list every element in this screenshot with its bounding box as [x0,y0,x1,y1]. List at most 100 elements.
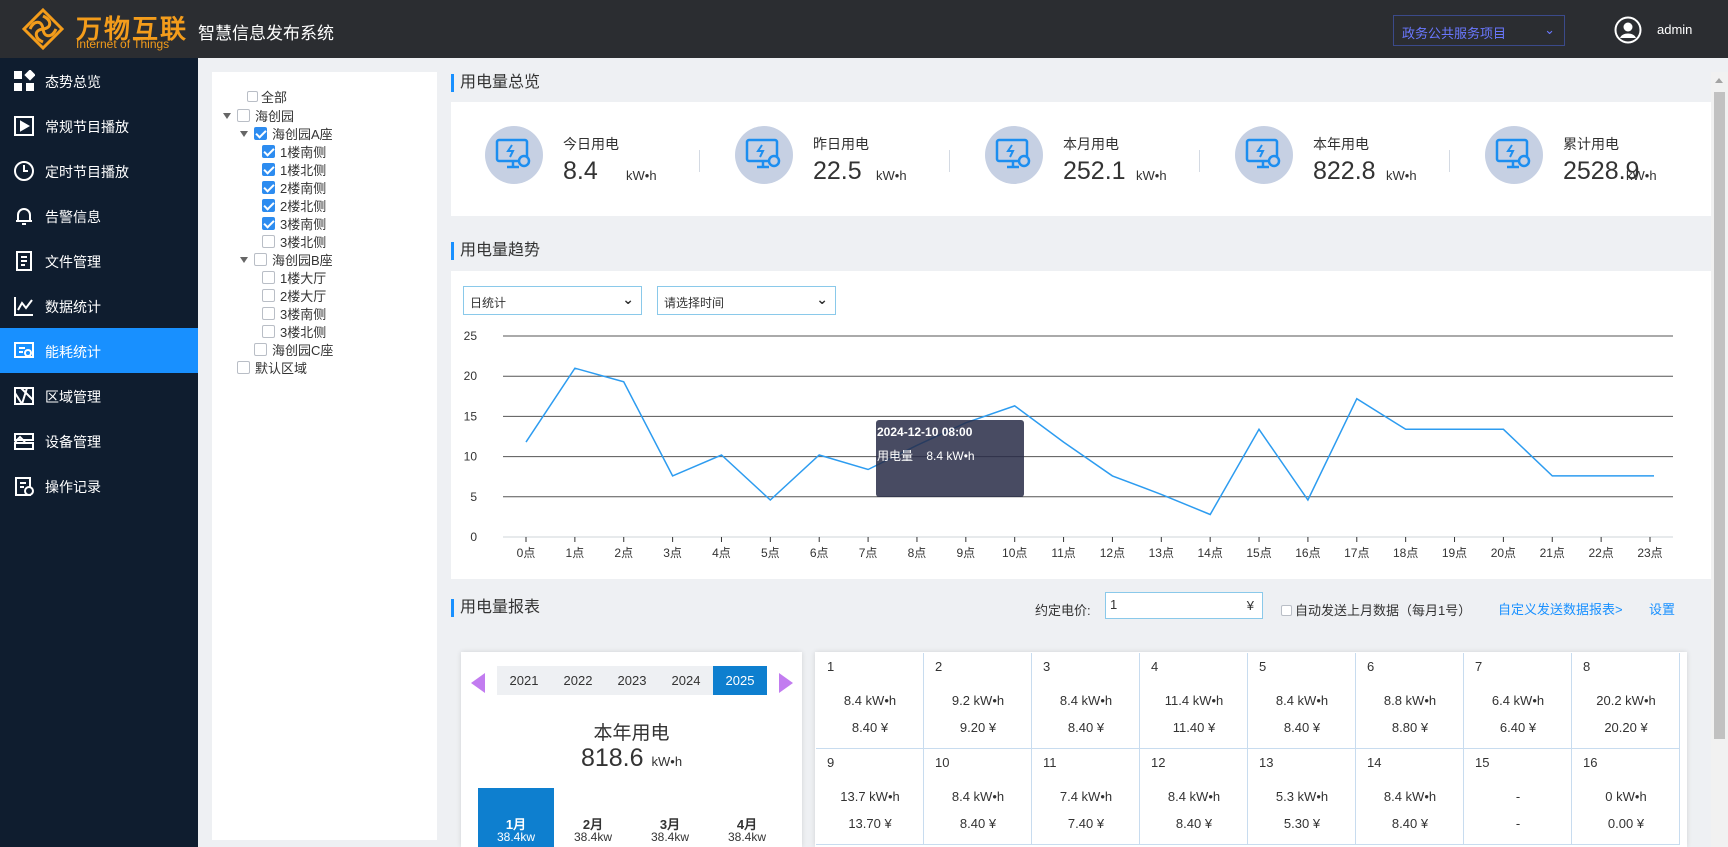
checkbox[interactable] [262,163,275,176]
sidebar-item-logs[interactable]: 操作记录 [0,463,198,508]
sidebar-item-alerts[interactable]: 告警信息 [0,193,198,238]
checkbox[interactable] [262,289,275,302]
year-tab[interactable]: 2024 [671,673,701,688]
sidebar-item-label: 告警信息 [45,209,101,225]
scroll-up-icon[interactable] [1715,78,1723,83]
sidebar-item-data-stats[interactable]: 数据统计 [0,283,198,328]
stat-card: 今日用电 8.4 kW•h [451,102,696,202]
checkbox[interactable] [254,343,267,356]
sidebar-item-regular-play[interactable]: 常规节目播放 [0,103,198,148]
day-cost: 0.00 ¥ [1607,816,1645,831]
day-usage: 8.4 kW•h [843,693,897,708]
year-usage-value: 818.6 [580,744,644,772]
checkbox[interactable] [262,271,275,284]
trend-line-chart: 0 5 10 15 20 25 0点 1点 2点 3点 4点 5点 6点 7点 8点 9点 10点 11点 12点 1… [464,329,1673,560]
sidebar-item-overview[interactable]: 态势总览 [0,58,198,103]
x-tick-label: 16点 [1295,546,1320,560]
year-tab[interactable]: 2023 [617,673,647,688]
stat-card: 本年用电 822.8 kW•h [1201,102,1446,202]
tree-expand-icon[interactable] [240,131,248,137]
checkbox[interactable] [262,145,275,158]
month-tab[interactable]: 2月 38.4kw [555,788,631,847]
tree-expand-icon[interactable] [223,113,231,119]
stat-label: 昨日用电 [813,136,869,152]
checkbox[interactable] [262,199,275,212]
tooltip-row: 用电量 8.4 kW•h [877,447,1023,469]
x-tick-label: 21点 [1540,546,1565,560]
stat-unit: kW•h [876,168,907,183]
time-select[interactable]: 请选择时间 ⌄ [657,286,836,315]
sidebar-item-timed-play[interactable]: 定时节目播放 [0,148,198,193]
auto-send-label: 自动发送上月数据（每月1号） [1295,603,1472,618]
day-cost: 8.40 ¥ [851,720,889,735]
logo-icon [22,8,64,50]
chevron-up-icon[interactable] [13,432,27,446]
year-summary-card: 2021 2022 2023 2024 2025 本年用电 818.6 kW•h 1月 38… [461,652,802,847]
month-tab[interactable]: 3月 38.4kw [632,788,708,847]
monitor-bolt-icon [985,126,1043,184]
y-tick-label: 20 [464,369,478,383]
stat-card: 本月用电 252.1 kW•h [951,102,1196,202]
checkbox[interactable] [262,325,275,338]
sidebar-item-energy-stats[interactable]: 能耗统计 [0,328,198,373]
checkbox[interactable] [254,127,267,140]
scrollbar-thumb[interactable] [1714,92,1725,739]
x-tick-label: 2点 [614,546,633,560]
stat-divider [949,150,950,172]
username[interactable]: admin [1657,22,1693,37]
day-number: 5 [1259,659,1267,674]
chevron-down-icon: ⌄ [622,291,634,307]
x-tick-label: 3点 [663,546,682,560]
checkbox[interactable] [237,109,250,122]
month-label: 2月 [582,817,604,832]
next-year-icon[interactable] [779,673,793,693]
checkbox[interactable] [1281,605,1292,616]
price-input[interactable]: 1 ¥ [1105,592,1263,619]
month-tab[interactable]: 1月 38.4kw [478,788,554,847]
sidebar-item-regions[interactable]: 区域管理 [0,373,198,418]
sidebar-item-label: 操作记录 [45,479,101,495]
auto-send-option[interactable]: 自动发送上月数据（每月1号） [1281,600,1471,619]
project-select[interactable]: 政务公共服务项目 ⌄ [1393,15,1565,46]
custom-report-link[interactable]: 自定义发送数据报表> [1498,602,1623,617]
day-number: 11 [1043,755,1057,770]
day-usage: 8.8 kW•h [1383,693,1437,708]
page-scrollbar[interactable] [1711,72,1728,847]
settings-link[interactable]: 设置 [1649,602,1676,617]
year-tab[interactable]: 2022 [563,673,593,688]
x-tick-label: 1点 [566,546,585,560]
tree-label: 海创园 [255,109,295,124]
day-cell: 2 9.2 kW•h 9.20 ¥ [924,653,1032,749]
month-tab[interactable]: 4月 38.4kw [709,788,785,847]
prev-year-icon[interactable] [471,673,485,693]
user-avatar-icon[interactable] [1614,16,1642,44]
stat-divider [699,150,700,172]
energy-icon [14,342,34,358]
tooltip-time: 2024-12-10 08:00 [877,425,973,439]
checkbox[interactable] [237,361,250,374]
period-select-value: 日统计 [470,296,507,310]
day-usage: 20.2 kW•h [1596,693,1656,708]
checkbox[interactable] [254,253,267,266]
year-tab[interactable]: 2021 [509,673,539,688]
checkbox[interactable] [247,91,258,102]
checkbox[interactable] [262,307,275,320]
day-usage: 8.4 kW•h [951,789,1005,804]
y-tick-label: 0 [470,530,477,544]
year-tab[interactable]: 2025 [713,666,767,695]
day-cell: 8 20.2 kW•h 20.20 ¥ [1572,653,1680,749]
x-tick-label: 15点 [1246,546,1271,560]
checkbox[interactable] [262,181,275,194]
period-select[interactable]: 日统计 ⌄ [463,286,642,315]
sidebar-item-devices[interactable]: 设备管理 [0,418,198,463]
month-value: 38.4kw [573,830,613,844]
checkbox[interactable] [262,235,275,248]
day-number: 13 [1259,755,1274,770]
monitor-search-icon [1485,126,1543,184]
sidebar-item-files[interactable]: 文件管理 [0,238,198,283]
stat-value: 2528.9 [1563,157,1640,185]
stat-unit: kW•h [1386,168,1417,183]
tree-expand-icon[interactable] [240,257,248,263]
day-usage: 8.4 kW•h [1383,789,1437,804]
checkbox[interactable] [262,217,275,230]
